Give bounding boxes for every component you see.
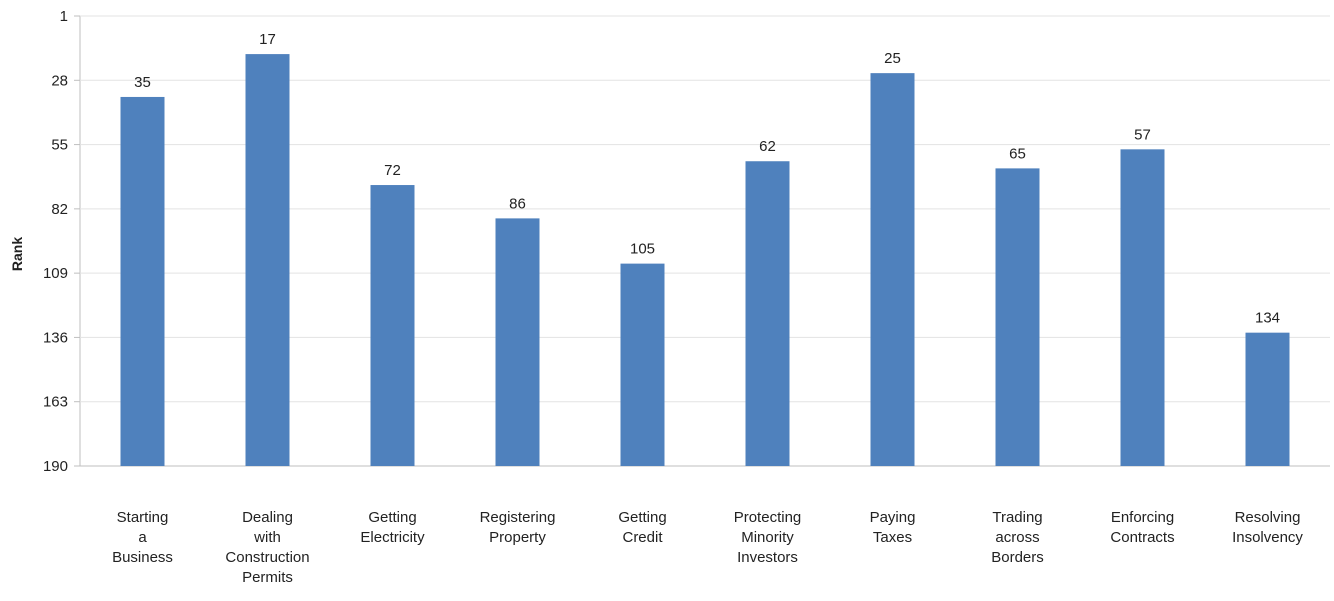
x-category-label: Enforcing Contracts: [1110, 509, 1174, 546]
x-category-label-line: Business: [112, 549, 173, 566]
x-category-label-line: Trading: [992, 509, 1042, 526]
x-category-label: Getting Electricity: [360, 509, 425, 546]
data-label: 17: [259, 31, 276, 48]
x-category-label-line: Property: [489, 529, 546, 546]
bars: [120, 54, 1290, 467]
y-tick-label: 136: [43, 329, 68, 346]
bar: [370, 185, 415, 467]
x-category-label-line: Taxes: [873, 529, 912, 546]
data-label: 57: [1134, 126, 1151, 143]
data-label: 62: [759, 138, 776, 155]
x-category-label-line: Starting: [117, 509, 169, 526]
x-category-label-line: Construction: [225, 549, 309, 566]
x-category-label-line: Getting: [618, 509, 666, 526]
y-tick-label: 55: [51, 137, 68, 154]
x-category-label-line: Getting: [368, 509, 416, 526]
x-category-label-line: Investors: [737, 549, 798, 566]
data-label: 105: [630, 241, 655, 258]
data-label: 65: [1009, 145, 1026, 162]
y-tick-label: 82: [51, 201, 68, 218]
y-axis-title: Rank: [9, 237, 25, 271]
x-category-label-line: Enforcing: [1111, 509, 1174, 526]
x-category-label-line: Resolving: [1235, 509, 1301, 526]
bar: [995, 168, 1040, 466]
bar: [620, 263, 665, 466]
x-category-label-line: Registering: [480, 509, 556, 526]
x-category-label-line: Electricity: [360, 529, 425, 546]
x-category-label: Dealing with Construction Permits: [225, 509, 309, 586]
x-category-label: Paying Taxes: [870, 509, 916, 546]
y-axis-tick-labels: 1 28 55 82 109 136 163 190: [43, 8, 68, 475]
data-labels: 35 17 72 86 105 62 25 65 57 134: [134, 31, 1280, 327]
y-tick-label: 1: [60, 8, 68, 25]
x-category-label: Protecting Minority Investors: [734, 509, 802, 566]
data-label: 72: [384, 162, 401, 179]
bar: [1120, 149, 1165, 467]
x-category-label-line: Credit: [622, 529, 663, 546]
x-category-label-line: Insolvency: [1232, 529, 1303, 546]
x-category-label-line: Dealing: [242, 509, 293, 526]
bar: [245, 54, 290, 466]
x-category-label-line: a: [138, 529, 147, 546]
bar: [495, 218, 540, 466]
x-category-label-line: Contracts: [1110, 529, 1174, 546]
x-category-label-line: Permits: [242, 569, 293, 586]
y-tick-label: 28: [51, 72, 68, 89]
x-category-label-line: Minority: [741, 529, 794, 546]
x-category-label-line: Paying: [870, 509, 916, 526]
data-label: 134: [1255, 310, 1280, 327]
x-category-label-line: Borders: [991, 549, 1044, 566]
bar: [120, 96, 165, 466]
bar: [1245, 332, 1290, 466]
bar: [745, 161, 790, 466]
y-tick-label: 190: [43, 458, 68, 475]
category-labels: Starting a Business Dealing with Construction…: [112, 509, 1303, 586]
x-category-label-line: with: [253, 529, 281, 546]
x-category-label: Starting a Business: [112, 509, 173, 566]
x-category-label: Resolving Insolvency: [1232, 509, 1303, 546]
bar: [870, 73, 915, 467]
y-tick-label: 109: [43, 265, 68, 282]
data-label: 86: [509, 195, 526, 212]
y-tick-label: 163: [43, 394, 68, 411]
x-category-label: Registering Property: [480, 509, 556, 546]
data-label: 35: [134, 74, 151, 91]
x-category-label: Getting Credit: [618, 509, 666, 546]
x-category-label-line: across: [995, 529, 1039, 546]
x-category-label: Trading across Borders: [991, 509, 1044, 566]
x-category-label-line: Protecting: [734, 509, 802, 526]
data-label: 25: [884, 50, 901, 67]
